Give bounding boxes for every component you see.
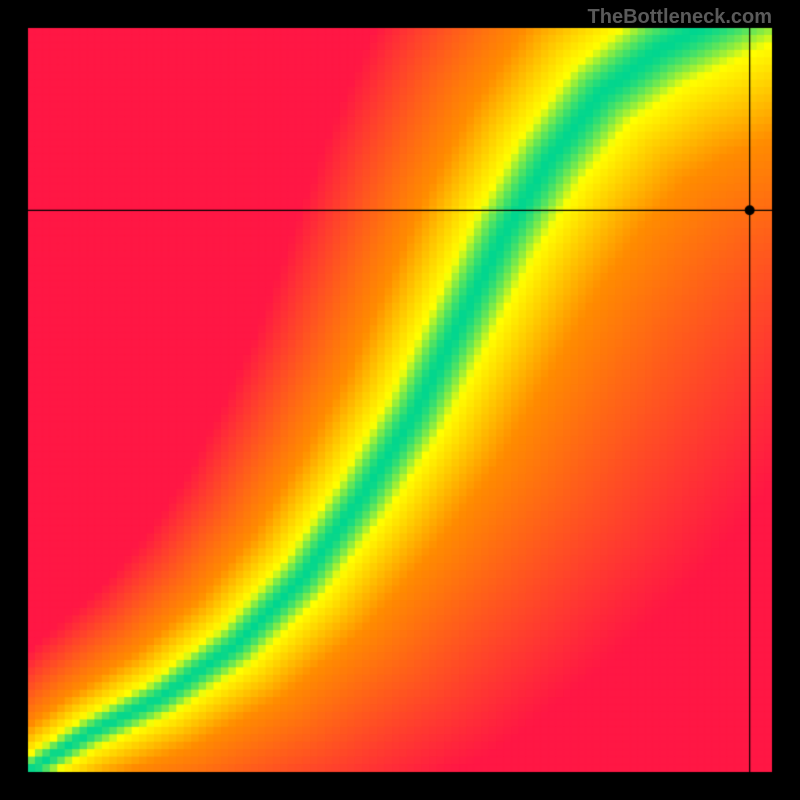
- watermark-text: TheBottleneck.com: [588, 6, 772, 29]
- chart-container: TheBottleneck.com: [0, 0, 800, 800]
- heatmap-canvas: [0, 0, 800, 800]
